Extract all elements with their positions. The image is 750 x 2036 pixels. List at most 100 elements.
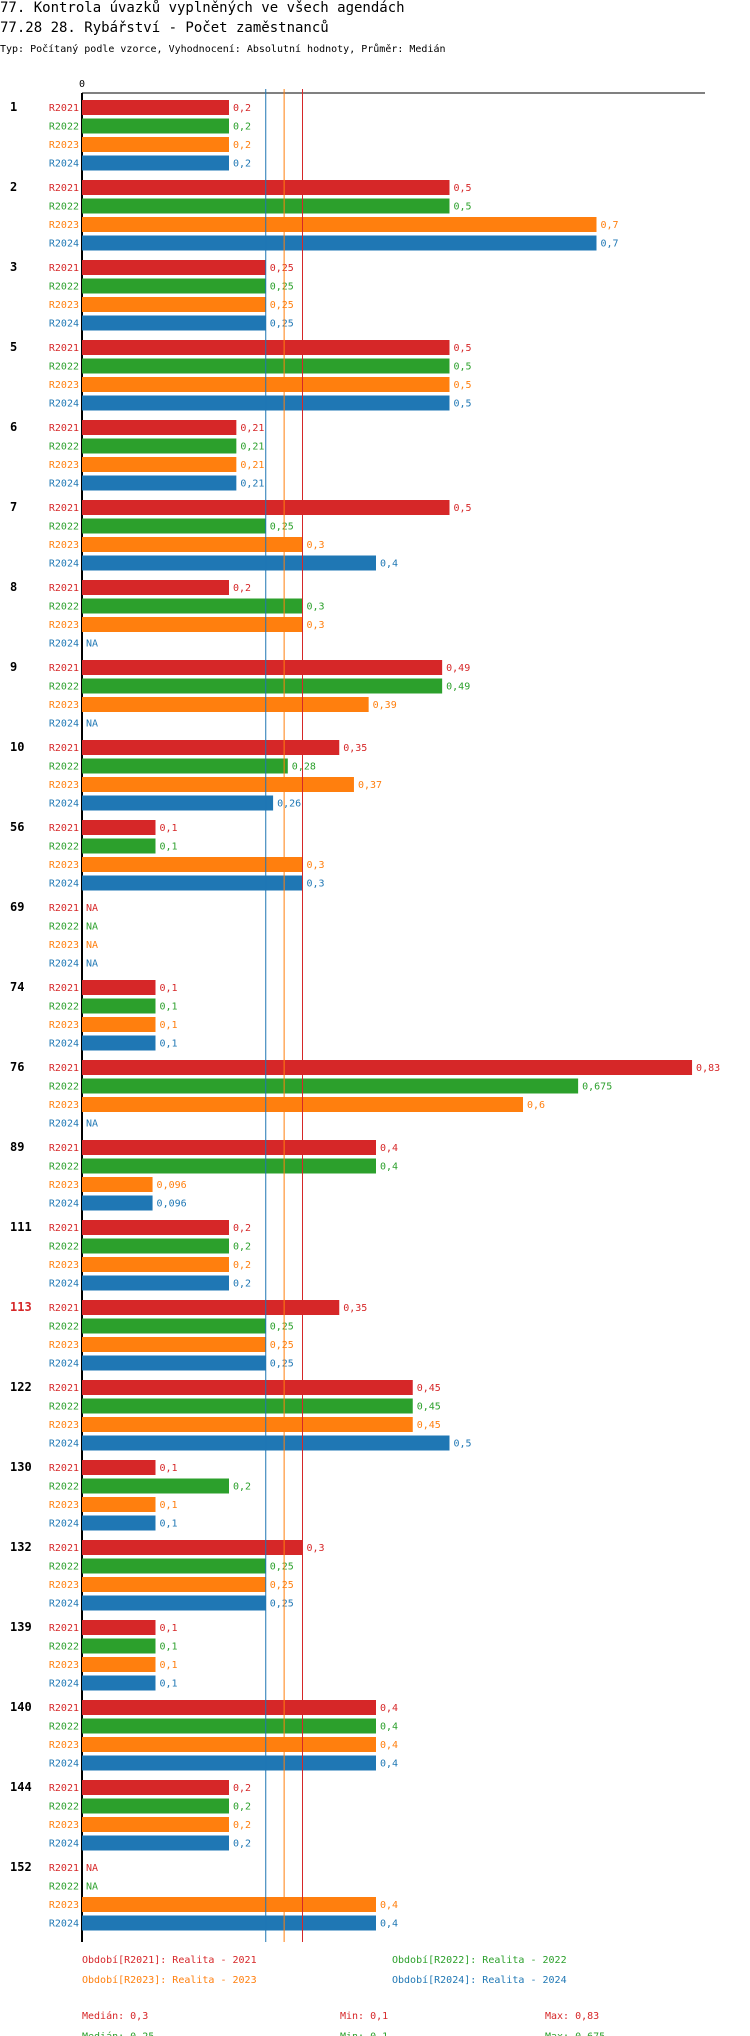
series-label: R2024 xyxy=(49,159,79,170)
bar-value-label: 0,4 xyxy=(380,559,398,570)
na-label: NA xyxy=(86,719,98,730)
bar xyxy=(82,137,229,152)
group-label: 2 xyxy=(10,180,17,194)
na-label: NA xyxy=(86,1119,98,1130)
series-label: R2021 xyxy=(49,1383,79,1394)
stat-median: Medián: 0,3 xyxy=(82,2010,148,2022)
series-label: R2024 xyxy=(49,1279,79,1290)
stat-min: Min: 0,1 xyxy=(340,2032,388,2036)
bar xyxy=(82,1817,229,1832)
series-label: R2023 xyxy=(49,380,79,391)
series-label: R2022 xyxy=(49,122,79,133)
series-label: R2024 xyxy=(49,1599,79,1610)
series-label: R2022 xyxy=(49,282,79,293)
bar xyxy=(82,1737,376,1752)
na-label: NA xyxy=(86,940,98,951)
bar xyxy=(82,1718,376,1734)
bar-value-label: 0,2 xyxy=(233,1839,251,1850)
series-label: R2024 xyxy=(49,799,79,810)
bar xyxy=(82,235,597,251)
bar xyxy=(82,518,266,534)
series-label: R2022 xyxy=(49,922,79,933)
bar-value-label: 0,5 xyxy=(454,183,472,194)
series-label: R2024 xyxy=(49,559,79,570)
bar xyxy=(82,1620,156,1635)
series-label: R2021 xyxy=(49,903,79,914)
series-label: R2023 xyxy=(49,620,79,631)
chart-info: Typ: Počítaný podle vzorce, Vyhodnocení:… xyxy=(0,44,446,55)
bar-value-label: 0,3 xyxy=(307,602,325,613)
bar xyxy=(82,1497,156,1512)
bar xyxy=(82,1220,229,1235)
bar xyxy=(82,777,354,792)
series-label: R2022 xyxy=(49,1562,79,1573)
series-label: R2021 xyxy=(49,1703,79,1714)
bar xyxy=(82,1300,340,1315)
series-label: R2021 xyxy=(49,823,79,834)
bar xyxy=(82,1638,156,1654)
bar-value-label: 0,25 xyxy=(270,1322,294,1333)
series-label: R2023 xyxy=(49,220,79,231)
bar xyxy=(82,580,229,595)
series-label: R2023 xyxy=(49,1260,79,1271)
bar xyxy=(82,260,266,275)
bar xyxy=(82,1798,229,1814)
bar xyxy=(82,820,156,835)
bar xyxy=(82,875,303,891)
series-label: R2024 xyxy=(49,1119,79,1130)
bar xyxy=(82,838,156,854)
series-label: R2024 xyxy=(49,1039,79,1050)
bar xyxy=(82,1755,376,1771)
group-label: 139 xyxy=(10,1620,32,1634)
bar-value-label: 0,2 xyxy=(233,159,251,170)
bar-value-label: 0,6 xyxy=(527,1100,545,1111)
group-label: 5 xyxy=(10,340,17,354)
bar-value-label: 0,5 xyxy=(454,1439,472,1450)
series-label: R2021 xyxy=(49,183,79,194)
bar-value-label: 0,4 xyxy=(380,1143,398,1154)
bar-value-label: 0,4 xyxy=(380,1900,398,1911)
bar-value-label: 0,3 xyxy=(307,620,325,631)
bar-value-label: 0,83 xyxy=(696,1063,720,1074)
bar-value-label: 0,25 xyxy=(270,1562,294,1573)
series-label: R2021 xyxy=(49,1543,79,1554)
bar xyxy=(82,758,288,774)
series-label: R2021 xyxy=(49,1783,79,1794)
series-label: R2023 xyxy=(49,1100,79,1111)
series-label: R2023 xyxy=(49,300,79,311)
series-label: R2022 xyxy=(49,1002,79,1013)
series-label: R2021 xyxy=(49,1223,79,1234)
bar-value-label: 0,35 xyxy=(343,743,367,754)
bar xyxy=(82,1177,153,1192)
bar xyxy=(82,1238,229,1254)
bar xyxy=(82,1835,229,1851)
series-label: R2021 xyxy=(49,983,79,994)
bar-value-label: 0,1 xyxy=(160,1500,178,1511)
na-label: NA xyxy=(86,639,98,650)
bar xyxy=(82,475,237,491)
bar-value-label: 0,7 xyxy=(601,220,619,231)
series-label: R2021 xyxy=(49,663,79,674)
bar xyxy=(82,1700,376,1715)
bar-value-label: 0,25 xyxy=(270,282,294,293)
bar xyxy=(82,217,597,232)
series-label: R2022 xyxy=(49,1722,79,1733)
chart-subtitle: 77.28 28. Rybářství - Počet zaměstnanců xyxy=(0,20,329,36)
bar-value-label: 0,5 xyxy=(454,503,472,514)
bar-value-label: 0,28 xyxy=(292,762,316,773)
group-label: 144 xyxy=(10,1780,32,1794)
bar-value-label: 0,1 xyxy=(160,1660,178,1671)
group-label: 6 xyxy=(10,420,17,434)
bar-value-label: 0,21 xyxy=(240,442,264,453)
stat-max: Max: 0,83 xyxy=(545,2011,599,2022)
page-title: 77. Kontrola úvazků vyplněných ve všech … xyxy=(0,0,405,16)
legend-item: Období[R2021]: Realita - 2021 xyxy=(82,1954,257,1966)
group-label: 9 xyxy=(10,660,17,674)
bar xyxy=(82,1577,266,1592)
bar-value-label: 0,675 xyxy=(582,1082,612,1093)
series-label: R2023 xyxy=(49,780,79,791)
bar-value-label: 0,49 xyxy=(446,682,470,693)
bar-value-label: 0,2 xyxy=(233,1802,251,1813)
series-label: R2022 xyxy=(49,1322,79,1333)
stat-min: Min: 0,1 xyxy=(340,2011,388,2022)
